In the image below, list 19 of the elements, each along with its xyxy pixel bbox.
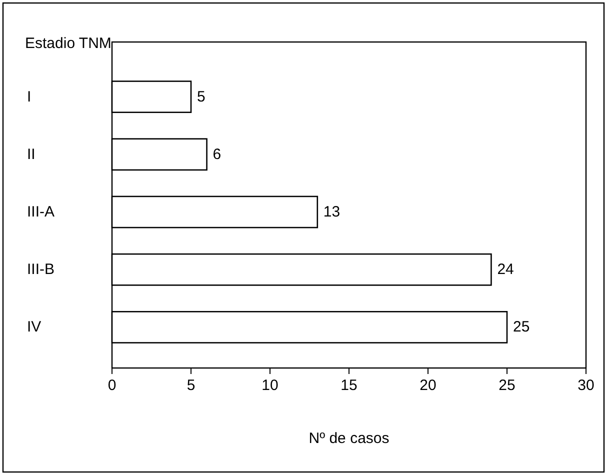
x-tick-label: 10 <box>262 377 278 394</box>
data-label: 24 <box>497 261 514 278</box>
y-axis-title: Estadio TNM <box>25 35 112 52</box>
x-tick-label: 5 <box>186 377 196 394</box>
data-label: 25 <box>513 318 530 336</box>
y-tick-label: IV <box>27 318 42 336</box>
data-label: 6 <box>212 146 222 163</box>
x-tick-label: 20 <box>420 377 436 394</box>
data-label: 5 <box>197 88 206 106</box>
y-tick-label: I <box>27 88 32 106</box>
y-tick-label: II <box>27 146 36 163</box>
x-tick-label: 0 <box>108 377 116 394</box>
x-axis-title: Nº de casos <box>308 430 390 447</box>
x-tick-label: 15 <box>340 377 358 394</box>
data-label: 13 <box>323 204 340 220</box>
x-tick-label: 30 <box>578 377 594 394</box>
y-tick-label: III-A <box>27 204 55 220</box>
y-tick-label: III-B <box>27 261 55 278</box>
x-tick-label: 25 <box>498 377 516 394</box>
